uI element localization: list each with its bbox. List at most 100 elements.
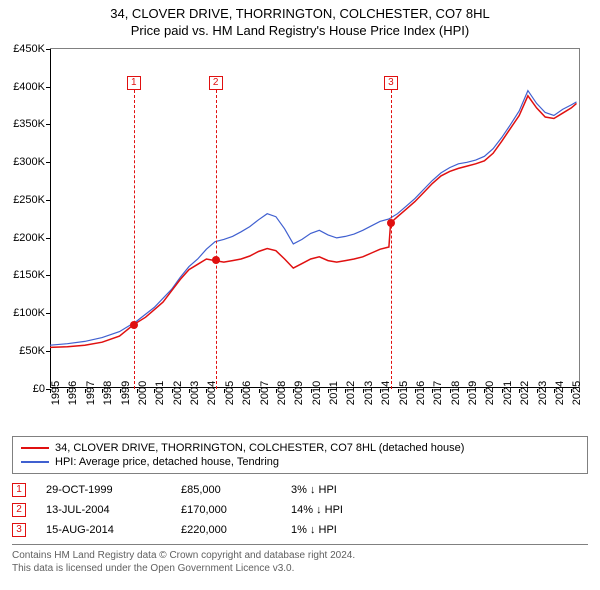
x-tick (363, 389, 364, 393)
y-tick-label: £450K (13, 43, 45, 55)
marker-box: 3 (384, 76, 398, 90)
y-tick-label: £0 (33, 383, 45, 395)
marker-box: 2 (209, 76, 223, 90)
x-tick (172, 389, 173, 393)
marker-vline (134, 90, 135, 389)
x-tick (398, 389, 399, 393)
x-tick-label: 2003 (189, 381, 201, 405)
x-tick-label: 2023 (537, 381, 549, 405)
sales-num-box: 3 (12, 523, 26, 537)
series-hpi (50, 90, 577, 345)
x-tick-label: 2015 (398, 381, 410, 405)
y-tick (46, 275, 50, 276)
footer-line1: Contains HM Land Registry data © Crown c… (12, 549, 588, 562)
marker-vline (216, 90, 217, 389)
x-tick (484, 389, 485, 393)
sales-table: 129-OCT-1999£85,0003% ↓ HPI 2 13-JUL-2004£… (12, 480, 588, 540)
sales-price: £85,000 (181, 484, 291, 496)
x-tick-label: 2016 (415, 381, 427, 405)
y-tick (46, 313, 50, 314)
sale-dot (387, 219, 395, 227)
x-tick-label: 1999 (120, 381, 132, 405)
sales-pct: 3% ↓ HPI (291, 484, 431, 496)
x-tick-label: 2006 (241, 381, 253, 405)
x-tick (554, 389, 555, 393)
sales-pct: 1% ↓ HPI (291, 524, 431, 536)
x-tick-label: 2013 (363, 381, 375, 405)
x-tick-label: 2025 (571, 381, 583, 405)
x-tick-label: 2009 (293, 381, 305, 405)
y-tick-label: £200K (13, 232, 45, 244)
y-tick-label: £400K (13, 81, 45, 93)
y-tick (46, 200, 50, 201)
x-tick (189, 389, 190, 393)
x-tick (432, 389, 433, 393)
x-tick (50, 389, 51, 393)
x-tick (137, 389, 138, 393)
x-tick-label: 2008 (276, 381, 288, 405)
y-tick (46, 49, 50, 50)
x-tick (154, 389, 155, 393)
sales-row: 129-OCT-1999£85,0003% ↓ HPI (12, 480, 588, 500)
x-tick (259, 389, 260, 393)
legend-box: 34, CLOVER DRIVE, THORRINGTON, COLCHESTE… (12, 436, 588, 474)
title-address: 34, CLOVER DRIVE, THORRINGTON, COLCHESTE… (0, 6, 600, 23)
x-tick (415, 389, 416, 393)
sale-dot (212, 256, 220, 264)
x-tick-label: 2017 (432, 381, 444, 405)
x-tick (85, 389, 86, 393)
x-tick-label: 1996 (67, 381, 79, 405)
y-tick (46, 124, 50, 125)
x-tick (241, 389, 242, 393)
y-tick (46, 87, 50, 88)
legend-label: HPI: Average price, detached house, Tend… (55, 456, 279, 468)
x-tick-label: 2021 (502, 381, 514, 405)
y-tick (46, 351, 50, 352)
y-tick-label: £100K (13, 307, 45, 319)
plot-svg (50, 49, 580, 389)
title-block: 34, CLOVER DRIVE, THORRINGTON, COLCHESTE… (0, 0, 600, 40)
x-tick (67, 389, 68, 393)
x-tick (502, 389, 503, 393)
chart-container: 34, CLOVER DRIVE, THORRINGTON, COLCHESTE… (0, 0, 600, 590)
sales-row: 213-JUL-2004£170,00014% ↓ HPI (12, 500, 588, 520)
x-tick-label: 2005 (224, 381, 236, 405)
legend-row: 34, CLOVER DRIVE, THORRINGTON, COLCHESTE… (21, 441, 579, 455)
y-tick (46, 162, 50, 163)
x-tick (224, 389, 225, 393)
sales-price: £220,000 (181, 524, 291, 536)
x-tick-label: 2001 (154, 381, 166, 405)
footer-line2: This data is licensed under the Open Gov… (12, 562, 588, 575)
x-tick-label: 1998 (102, 381, 114, 405)
sales-row: 315-AUG-2014£220,0001% ↓ HPI (12, 520, 588, 540)
sales-date: 29-OCT-1999 (46, 484, 181, 496)
x-tick-label: 2019 (467, 381, 479, 405)
y-tick-label: £350K (13, 118, 45, 130)
x-tick-label: 2000 (137, 381, 149, 405)
x-tick (467, 389, 468, 393)
x-tick (345, 389, 346, 393)
y-tick-label: £250K (13, 194, 45, 206)
x-tick-label: 2020 (484, 381, 496, 405)
x-tick (328, 389, 329, 393)
x-tick-label: 1995 (50, 381, 62, 405)
legend-row: HPI: Average price, detached house, Tend… (21, 455, 579, 469)
x-tick (380, 389, 381, 393)
x-tick (311, 389, 312, 393)
sales-num-box: 2 (12, 503, 26, 517)
x-tick-label: 2022 (519, 381, 531, 405)
series-property (50, 96, 577, 348)
x-tick-label: 2007 (259, 381, 271, 405)
marker-vline (391, 90, 392, 389)
x-tick (120, 389, 121, 393)
sales-date: 13-JUL-2004 (46, 504, 181, 516)
footer: Contains HM Land Registry data © Crown c… (12, 544, 588, 575)
y-tick-label: £300K (13, 156, 45, 168)
y-tick-label: £150K (13, 269, 45, 281)
y-tick (46, 238, 50, 239)
x-tick-label: 2012 (345, 381, 357, 405)
x-tick (276, 389, 277, 393)
x-tick (206, 389, 207, 393)
x-tick (571, 389, 572, 393)
chart-area: £0£50K£100K£150K£200K£250K£300K£350K£400… (50, 48, 580, 388)
